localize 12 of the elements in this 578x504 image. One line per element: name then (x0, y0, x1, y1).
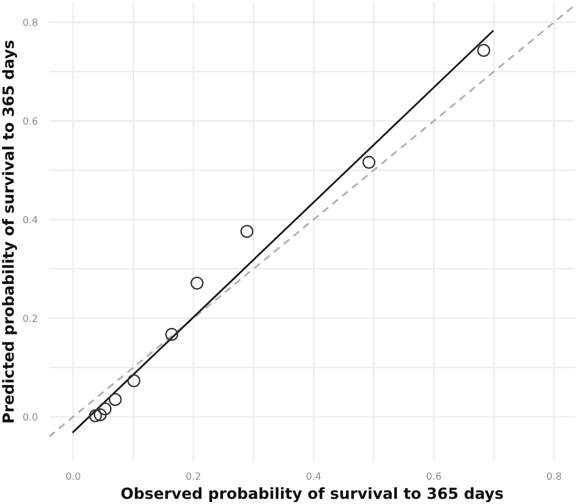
y-tick-label: 0.2 (23, 314, 38, 322)
x-axis-title: Observed probability of survival to 365 days (121, 487, 503, 502)
y-tick-label: 0.8 (23, 18, 38, 26)
x-tick-label: 0.4 (306, 472, 321, 480)
y-tick-label: 0.0 (23, 413, 38, 421)
y-tick-label: 0.6 (23, 117, 38, 125)
x-tick-label: 0.6 (426, 472, 441, 480)
x-tick-label: 0.0 (66, 472, 80, 480)
y-tick-label: 0.4 (23, 216, 38, 224)
y-axis-title: Predicted probability of survival to 365 days (2, 40, 17, 422)
x-tick-label: 0.8 (546, 472, 562, 480)
x-tick-label: 0.2 (186, 472, 200, 480)
